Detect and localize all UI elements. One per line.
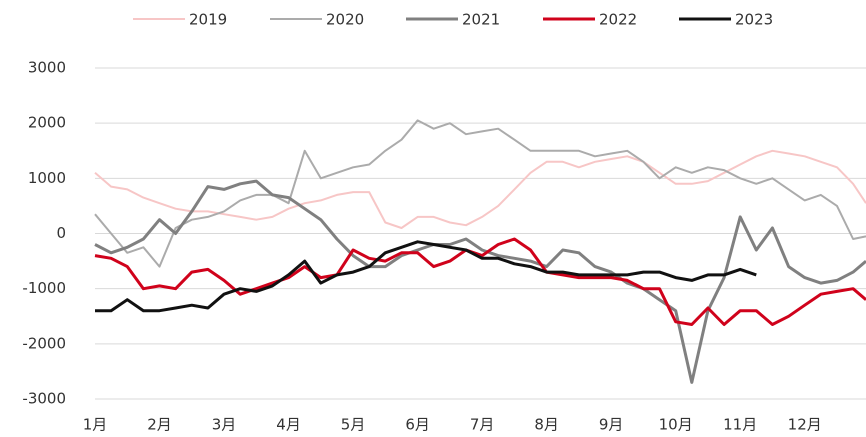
legend-label: 2020 [326,11,364,29]
series-line [94,149,866,229]
x-tick-label: 11月 [723,416,757,434]
y-tick-label: 3000 [28,59,66,77]
legend-label: 2021 [462,11,500,29]
legend-label: 2023 [735,11,773,29]
x-tick-label: 1月 [83,416,108,434]
x-tick-label: 4月 [276,416,301,434]
series-line [94,179,866,384]
series-line [95,240,757,313]
legend-label: 2019 [189,11,227,29]
grid: 3000 2000 1000 0 -1000 -2000 -3000 1月 2月 3月 4月 5月 6月… [22,59,866,434]
x-tick-label: 5月 [341,416,366,434]
plot-area [94,119,866,384]
x-tick-label: 8月 [534,416,559,434]
y-tick-label: 0 [56,224,66,242]
x-tick-label: 10月 [659,416,693,434]
series-line [94,237,866,326]
x-tick-label: 9月 [599,416,624,434]
x-tick-label: 6月 [405,416,430,434]
series-line [94,119,866,268]
y-tick-label: -2000 [22,334,66,352]
x-tick-label: 3月 [212,416,237,434]
x-tick-label: 2月 [147,416,172,434]
y-tick-label: -3000 [22,390,66,408]
legend: 2019 2020 2021 2022 2023 [133,11,773,29]
y-tick-label: 2000 [28,114,66,132]
x-tick-label: 7月 [470,416,495,434]
y-tick-label: -1000 [22,279,66,297]
x-tick-label: 12月 [788,416,822,434]
y-tick-label: 1000 [28,169,66,187]
legend-label: 2022 [599,11,637,29]
